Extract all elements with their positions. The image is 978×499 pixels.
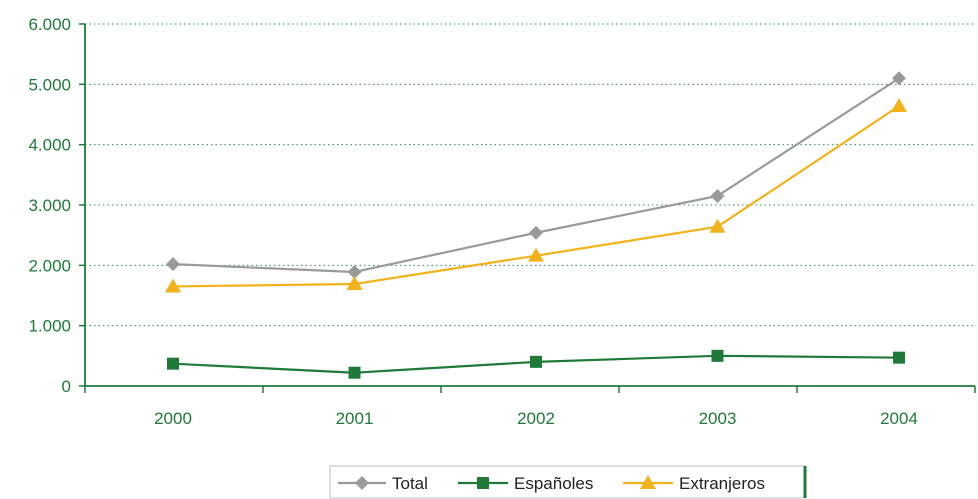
legend-item: Españoles <box>458 474 593 493</box>
data-point <box>891 98 907 113</box>
legend-label: Españoles <box>514 474 593 493</box>
legend-marker <box>355 476 369 490</box>
x-tick-label: 2002 <box>517 409 555 428</box>
x-tick-label: 2003 <box>699 409 737 428</box>
data-point <box>167 357 179 370</box>
series-layer <box>165 71 907 379</box>
data-point <box>529 225 543 240</box>
legend-marker <box>477 477 489 489</box>
data-point <box>892 71 906 86</box>
y-tick-label: 0 <box>62 377 71 396</box>
y-tick-label: 1.000 <box>28 317 71 336</box>
series-extranjeros <box>165 98 907 293</box>
axes: 0 1.000 2.000 3.000 4.000 5.000 6.000 2000 2001 2… <box>28 15 976 428</box>
y-tick-label: 2.000 <box>28 256 71 275</box>
y-tick-label: 4.000 <box>28 136 71 155</box>
y-tick-label: 3.000 <box>28 196 71 215</box>
data-point <box>709 218 726 233</box>
series-line <box>172 77 900 274</box>
data-point <box>348 366 361 379</box>
legend: Total Españoles Extranjeros <box>329 465 807 499</box>
data-point <box>711 349 724 362</box>
data-point <box>710 188 725 203</box>
data-point <box>165 278 181 293</box>
data-point <box>166 257 180 272</box>
x-tick-label: 2000 <box>154 409 192 428</box>
series-total <box>166 71 906 279</box>
legend-item: Extranjeros <box>623 474 765 493</box>
y-tick-label: 6.000 <box>28 15 71 34</box>
legend-marker <box>640 475 656 489</box>
legend-label: Total <box>392 474 428 493</box>
legend-label: Extranjeros <box>679 474 765 493</box>
data-point <box>528 247 544 262</box>
data-point <box>347 264 362 279</box>
x-tick-label: 2001 <box>336 409 374 428</box>
x-tick-label: 2004 <box>880 409 918 428</box>
legend-item: Total <box>338 474 428 493</box>
grid-lines <box>85 23 975 327</box>
data-point <box>530 355 542 368</box>
data-point <box>346 276 363 291</box>
legend-box <box>329 465 806 499</box>
y-tick-label: 5.000 <box>28 75 71 94</box>
series-espa-oles <box>167 349 905 379</box>
data-point <box>893 351 905 364</box>
